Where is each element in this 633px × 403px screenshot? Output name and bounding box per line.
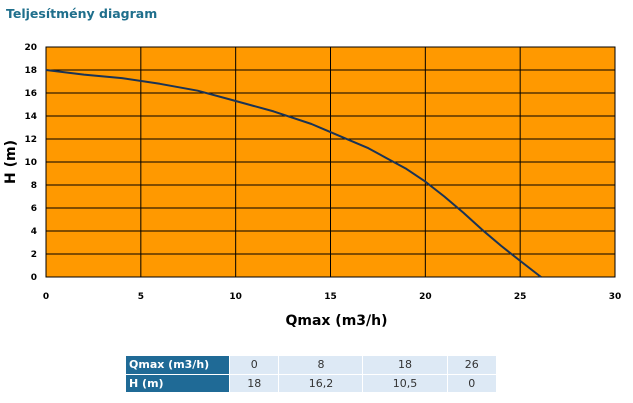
table-cell: 0	[228, 355, 280, 375]
table-cell: 26	[446, 355, 498, 375]
grid	[45, 46, 616, 278]
y-tick-label: 0	[31, 273, 37, 283]
table-cell: 0	[446, 373, 498, 393]
table-cell: 10,5	[362, 373, 448, 393]
table-row: Qmax (m3/h) 0 8 18 26	[125, 355, 498, 375]
y-tick-label: 4	[31, 227, 37, 237]
y-tick-label: 20	[24, 43, 37, 53]
x-tick-label: 15	[324, 292, 337, 302]
x-tick-label: 10	[229, 292, 242, 302]
y-tick-label: 16	[24, 89, 37, 99]
row-header: Qmax (m3/h)	[125, 355, 230, 375]
table-cell: 18	[228, 373, 280, 393]
table-cell: 18	[362, 355, 448, 375]
x-tick-label: 30	[609, 292, 622, 302]
y-tick-label: 6	[31, 204, 37, 214]
y-tick-label: 12	[24, 135, 37, 145]
y-tick-label: 2	[31, 250, 37, 260]
data-table: Qmax (m3/h) 0 8 18 26 H (m) 18 16,2 10,5…	[125, 355, 498, 393]
page-title: Teljesítmény diagram	[6, 6, 158, 21]
y-axis-label: H (m)	[3, 140, 19, 184]
y-tick-label: 18	[24, 66, 37, 76]
x-tick-label: 5	[138, 292, 144, 302]
table-cell: 8	[278, 355, 364, 375]
x-axis-label: Qmax (m3/h)	[285, 313, 387, 329]
y-tick-label: 8	[31, 181, 37, 191]
performance-curve	[45, 69, 542, 278]
x-tick-label: 20	[419, 292, 432, 302]
x-tick-label: 0	[43, 292, 49, 302]
y-tick-label: 14	[24, 112, 37, 122]
y-tick-label: 10	[24, 158, 37, 168]
x-axis-ticks: 0 5 10 15 20 25 30	[43, 292, 621, 302]
y-axis-ticks: 0 2 4 6 8 10 12 14 16 18 20	[24, 43, 37, 283]
performance-chart: 0 5 10 15 20 25 30 0 2 4 6 8 10 12 14 16 18 20 Qmax (m3/…	[3, 43, 621, 329]
x-tick-label: 25	[514, 292, 527, 302]
table-row: H (m) 18 16,2 10,5 0	[125, 373, 498, 393]
row-header: H (m)	[125, 373, 230, 393]
table-cell: 16,2	[278, 373, 364, 393]
